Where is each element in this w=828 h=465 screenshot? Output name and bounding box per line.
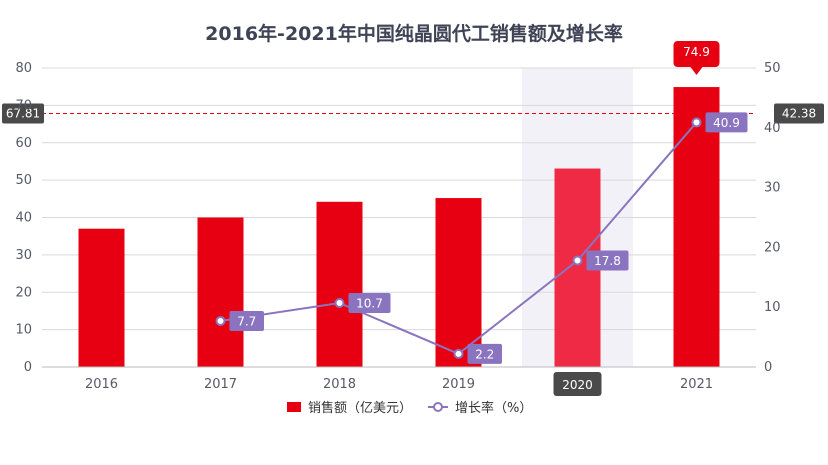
crosshair-right-value: 42.38 (774, 103, 824, 124)
bar-peak-label: 74.9 (673, 41, 720, 76)
y-right-tick-label: 50 (764, 61, 781, 76)
crosshair-right-box (774, 103, 824, 124)
y-left-tick-label: 0 (24, 360, 32, 375)
growth-label-2018: 10.7 (348, 293, 391, 314)
y-right-tick-label: 30 (764, 181, 781, 196)
growth-point-2018 (334, 298, 345, 309)
legend-swatch-bar (287, 402, 301, 412)
bar-2017 (197, 217, 244, 367)
legend-swatch-marker (433, 402, 443, 412)
crosshair-left-value: 67.81 (2, 103, 44, 124)
bar-2018 (316, 201, 363, 367)
legend-label-sales: 销售额（亿美元） (308, 400, 412, 416)
growth-label-box (586, 250, 629, 271)
y-left-tick-label: 10 (15, 323, 32, 338)
y-left-tick-label: 80 (15, 61, 32, 76)
growth-label-box (705, 112, 748, 133)
growth-label-text: 7.7 (237, 314, 256, 328)
x-tick-label-2020: 2020 (553, 372, 602, 396)
growth-point-2017 (215, 315, 226, 326)
y-left-tick-label: 40 (15, 211, 32, 226)
y-left-tick-label: 20 (15, 285, 32, 300)
bar-peak-text: 74.9 (683, 45, 710, 59)
crosshair-left-text: 67.81 (6, 107, 40, 121)
x-tick-label-2018: 2018 (323, 377, 356, 392)
x-tick-label-2017: 2017 (204, 377, 237, 392)
growth-label-2021: 40.9 (705, 112, 748, 133)
x-tick-label-2019: 2019 (442, 377, 475, 392)
bar-2019 (435, 198, 482, 367)
y-right-tick-label: 10 (764, 300, 781, 315)
x-tick-label-2016: 2016 (85, 377, 118, 392)
bar-2016 (78, 228, 125, 367)
growth-label-box (467, 343, 502, 364)
crosshair-right-text: 42.38 (782, 107, 816, 121)
growth-label-text: 10.7 (356, 297, 383, 311)
y-left-tick-label: 60 (15, 136, 32, 151)
y-left-tick-label: 50 (15, 173, 32, 188)
y-right-tick-label: 40 (764, 121, 781, 136)
legend-item-growth[interactable]: 增长率（%） (428, 400, 532, 416)
legend-label-growth: 增长率（%） (455, 400, 532, 416)
chart-title: 2016年-2021年中国纯晶圆代工销售额及增长率 (205, 22, 623, 45)
y-left-tick-label: 70 (15, 98, 32, 113)
growth-point-2020 (572, 255, 583, 266)
growth-point-2021 (691, 117, 702, 128)
x-tick-label-2021: 2021 (680, 377, 713, 392)
y-right-tick-label: 0 (764, 360, 772, 375)
growth-point-2019 (453, 348, 464, 359)
growth-label-text: 2.2 (475, 347, 494, 361)
growth-label-2017: 7.7 (229, 310, 264, 331)
x-tick-highlight-box (553, 372, 602, 396)
growth-label-box (348, 293, 391, 314)
growth-label-text: 17.8 (594, 254, 621, 268)
growth-label-box (229, 310, 264, 331)
bar-2021 (673, 87, 720, 367)
y-left-tick-label: 30 (15, 248, 32, 263)
x-tick-highlight-text: 2020 (562, 378, 593, 392)
crosshair-left-box (2, 103, 44, 124)
y-right-tick-label: 20 (764, 240, 781, 255)
growth-label-2020: 17.8 (586, 250, 629, 271)
growth-label-text: 40.9 (713, 116, 740, 130)
legend-item-sales[interactable]: 销售额（亿美元） (287, 400, 412, 416)
bar-peak-pin (673, 41, 720, 76)
growth-label-2019: 2.2 (467, 343, 502, 364)
